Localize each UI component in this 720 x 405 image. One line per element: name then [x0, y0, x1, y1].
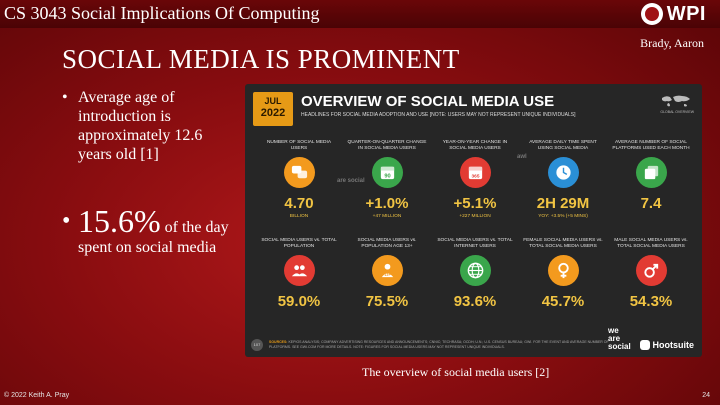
title-bar: CS 3043 Social Implications Of Computing… [0, 0, 720, 28]
stat-label: MALE SOCIAL MEDIA USERS vs. TOTAL SOCIAL… [614, 238, 688, 249]
world-map-icon [662, 95, 690, 107]
stat-label: AVERAGE NUMBER OF SOCIAL PLATFORMS USED … [612, 140, 690, 151]
speech-bubbles-icon [283, 157, 315, 188]
hootsuite-text: Hootsuite [652, 340, 695, 350]
male-icon [635, 255, 667, 286]
calendar-icon-text: 365 [471, 173, 479, 179]
copyright: © 2022 Keith A. Pray [4, 392, 70, 399]
watermark: awl [517, 154, 527, 160]
page-number: 24 [702, 392, 710, 399]
stat-value: +5.1% [453, 195, 497, 212]
stat-value: 75.5% [365, 293, 409, 310]
calendar-icon-text: 90 [384, 173, 390, 179]
globe-icon [459, 255, 491, 286]
stat-cell: SOCIAL MEDIA USERS vs. TOTAL POPULATION 5… [259, 238, 339, 310]
wpi-logo: WPI [640, 2, 706, 26]
bullet-list: Average age of introduction is approxima… [62, 88, 232, 257]
infographic-image: JUL 2022 OVERVIEW OF SOCIAL MEDIA USE HE… [245, 84, 702, 357]
hootsuite-owl-icon [639, 340, 650, 350]
bullet-item: Average age of introduction is approxima… [62, 88, 232, 164]
stat-cell: AVERAGE DAILY TIME SPENT USING SOCIAL ME… [523, 140, 603, 219]
author-name: Brady, Aaron [640, 36, 704, 50]
stat-label: QUARTER-ON-QUARTER CHANGE IN SOCIAL MEDI… [347, 140, 427, 151]
sources-label: SOURCES: [269, 340, 288, 344]
stat-cell: QUARTER-ON-QUARTER CHANGE IN SOCIAL MEDI… [347, 140, 427, 219]
calendar-365-icon: 365 [459, 157, 491, 188]
stat-cell: MALE SOCIAL MEDIA USERS vs. TOTAL SOCIAL… [611, 238, 691, 310]
badge-year: 2022 [260, 107, 286, 119]
stacked-cards-icon [635, 157, 667, 188]
we-are-social-logo: we are social [608, 326, 631, 351]
hootsuite-logo: Hootsuite [639, 340, 695, 350]
infographic-page-number: 107 [251, 339, 263, 351]
stat-subvalue: +47 MILLION [372, 214, 402, 219]
stat-cell: SOCIAL MEDIA USERS vs. POPULATION AGE 13… [347, 238, 427, 310]
infographic-title: OVERVIEW OF SOCIAL MEDIA USE [301, 93, 555, 110]
bullet-text: Average age of introduction is approxima… [78, 89, 203, 163]
sources-text: KEPIOS ANALYSIS; COMPANY ADVERTISING RES… [269, 340, 609, 349]
stat-cell: SOCIAL MEDIA USERS vs. TOTAL INTERNET US… [435, 238, 515, 310]
stat-cell: NUMBER OF SOCIAL MEDIA USERS 4.70 BILLION [259, 140, 339, 219]
stat-subvalue: BILLION [289, 214, 309, 219]
stat-value: 54.3% [629, 293, 673, 310]
watermark: are social [337, 178, 365, 184]
calendar-90-icon: 90 [371, 157, 403, 188]
stat-label: AVERAGE DAILY TIME SPENT USING SOCIAL ME… [529, 140, 597, 151]
wpi-logo-text: WPI [666, 2, 706, 25]
stat-value: 2H 29M [536, 195, 590, 212]
image-caption: The overview of social media users [2] [362, 365, 550, 379]
map-caption: GLOBAL OVERVIEW [660, 110, 694, 114]
people-13-icon: 13+ [371, 255, 403, 286]
slide-title: SOCIAL MEDIA IS PROMINENT [62, 44, 460, 74]
date-badge: JUL 2022 [253, 92, 293, 126]
female-icon [547, 255, 579, 286]
wpi-seal-icon [640, 3, 663, 25]
people-icon [283, 255, 315, 286]
stat-cell: FEMALE SOCIAL MEDIA USERS vs. TOTAL SOCI… [523, 238, 603, 310]
clock-icon [547, 157, 579, 188]
bullet-highlight: 15.6% [78, 203, 161, 239]
age-icon-text: 13+ [384, 273, 391, 277]
stat-subvalue: YOY: +3.5% (+5 MINS) [538, 214, 588, 219]
stat-value: 45.7% [541, 293, 585, 310]
stat-label: SOCIAL MEDIA USERS vs. POPULATION AGE 13… [357, 238, 417, 249]
stat-cell: AVERAGE NUMBER OF SOCIAL PLATFORMS USED … [611, 140, 691, 214]
bullet-item: 15.6% of the day spent on social media [62, 204, 232, 257]
stat-value: 4.70 [284, 195, 314, 212]
stat-label: SOCIAL MEDIA USERS vs. TOTAL POPULATION [261, 238, 337, 249]
stat-label: FEMALE SOCIAL MEDIA USERS vs. TOTAL SOCI… [523, 238, 603, 249]
stat-value: +1.0% [365, 195, 409, 212]
bullet-text: of the day spent on social media [78, 219, 229, 256]
stat-value: 93.6% [453, 293, 497, 310]
badge-month: JUL [264, 96, 282, 106]
stat-value: 7.4 [640, 195, 662, 212]
stat-label: SOCIAL MEDIA USERS vs. TOTAL INTERNET US… [437, 238, 513, 249]
stat-label: YEAR-ON-YEAR CHANGE IN SOCIAL MEDIA USER… [442, 140, 508, 151]
infographic-sources: SOURCES: KEPIOS ANALYSIS; COMPANY ADVERT… [269, 340, 619, 349]
stat-subvalue: +227 MILLION [459, 214, 491, 219]
stat-cell: YEAR-ON-YEAR CHANGE IN SOCIAL MEDIA USER… [435, 140, 515, 219]
infographic-subtitle: HEADLINES FOR SOCIAL MEDIA ADOPTION AND … [301, 112, 576, 118]
stat-label: NUMBER OF SOCIAL MEDIA USERS [266, 140, 332, 151]
course-title: CS 3043 Social Implications Of Computing [4, 3, 320, 23]
stat-value: 59.0% [277, 293, 321, 310]
